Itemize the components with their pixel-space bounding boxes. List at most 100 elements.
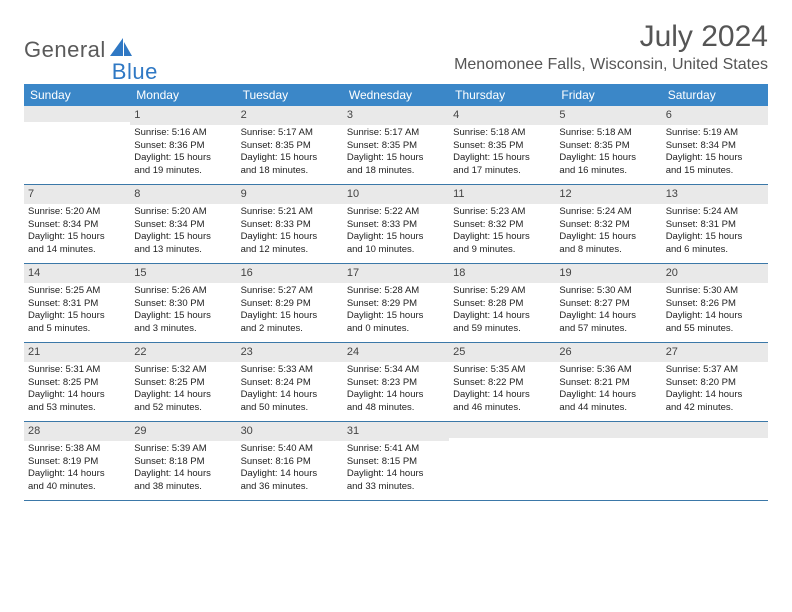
- day-body: Sunrise: 5:29 AMSunset: 8:28 PMDaylight:…: [449, 283, 555, 340]
- day-line: Sunset: 8:29 PM: [347, 298, 445, 311]
- day-body: Sunrise: 5:36 AMSunset: 8:21 PMDaylight:…: [555, 362, 661, 419]
- week-row: 7Sunrise: 5:20 AMSunset: 8:34 PMDaylight…: [24, 185, 768, 264]
- weekday-header: Saturday: [662, 84, 768, 106]
- day-line: Daylight: 14 hours: [453, 310, 551, 323]
- day-line: Sunrise: 5:27 AM: [241, 285, 339, 298]
- day-line: and 3 minutes.: [134, 323, 232, 336]
- day-number: 9: [237, 185, 343, 204]
- day-number: 3: [343, 106, 449, 125]
- day-body: Sunrise: 5:40 AMSunset: 8:16 PMDaylight:…: [237, 441, 343, 498]
- day-line: Sunset: 8:21 PM: [559, 377, 657, 390]
- day-number: 6: [662, 106, 768, 125]
- day-number: [24, 106, 130, 122]
- day-line: and 10 minutes.: [347, 244, 445, 257]
- day-cell: [662, 422, 768, 500]
- day-body: Sunrise: 5:17 AMSunset: 8:35 PMDaylight:…: [237, 125, 343, 182]
- location-text: Menomonee Falls, Wisconsin, United State…: [454, 56, 768, 74]
- day-body: [555, 438, 661, 444]
- day-line: Sunset: 8:35 PM: [453, 140, 551, 153]
- day-line: Sunset: 8:28 PM: [453, 298, 551, 311]
- day-number: 7: [24, 185, 130, 204]
- title-block: July 2024 Menomonee Falls, Wisconsin, Un…: [454, 20, 768, 74]
- day-line: Sunrise: 5:30 AM: [559, 285, 657, 298]
- day-line: Sunset: 8:23 PM: [347, 377, 445, 390]
- day-line: Sunrise: 5:38 AM: [28, 443, 126, 456]
- day-number: 30: [237, 422, 343, 441]
- day-line: Sunset: 8:35 PM: [347, 140, 445, 153]
- day-body: Sunrise: 5:24 AMSunset: 8:32 PMDaylight:…: [555, 204, 661, 261]
- day-number: 26: [555, 343, 661, 362]
- day-cell: [449, 422, 555, 500]
- day-cell: 10Sunrise: 5:22 AMSunset: 8:33 PMDayligh…: [343, 185, 449, 263]
- weekday-header: Sunday: [24, 84, 130, 106]
- day-line: Sunset: 8:36 PM: [134, 140, 232, 153]
- day-cell: 27Sunrise: 5:37 AMSunset: 8:20 PMDayligh…: [662, 343, 768, 421]
- header: General Blue July 2024 Menomonee Falls, …: [24, 20, 768, 74]
- day-line: Sunset: 8:19 PM: [28, 456, 126, 469]
- day-line: and 12 minutes.: [241, 244, 339, 257]
- day-line: Sunrise: 5:26 AM: [134, 285, 232, 298]
- day-line: Sunset: 8:34 PM: [134, 219, 232, 232]
- day-line: and 59 minutes.: [453, 323, 551, 336]
- day-cell: 15Sunrise: 5:26 AMSunset: 8:30 PMDayligh…: [130, 264, 236, 342]
- day-line: Daylight: 14 hours: [28, 389, 126, 402]
- weekday-header: Tuesday: [237, 84, 343, 106]
- day-line: Sunset: 8:26 PM: [666, 298, 764, 311]
- day-number: 15: [130, 264, 236, 283]
- day-number: 5: [555, 106, 661, 125]
- day-body: Sunrise: 5:23 AMSunset: 8:32 PMDaylight:…: [449, 204, 555, 261]
- day-line: and 9 minutes.: [453, 244, 551, 257]
- day-line: Daylight: 14 hours: [241, 468, 339, 481]
- day-number: 11: [449, 185, 555, 204]
- day-number: [449, 422, 555, 438]
- day-line: and 48 minutes.: [347, 402, 445, 415]
- day-body: Sunrise: 5:30 AMSunset: 8:27 PMDaylight:…: [555, 283, 661, 340]
- day-body: Sunrise: 5:37 AMSunset: 8:20 PMDaylight:…: [662, 362, 768, 419]
- day-line: and 15 minutes.: [666, 165, 764, 178]
- day-line: Sunrise: 5:39 AM: [134, 443, 232, 456]
- day-line: and 55 minutes.: [666, 323, 764, 336]
- day-cell: 4Sunrise: 5:18 AMSunset: 8:35 PMDaylight…: [449, 106, 555, 184]
- day-line: and 33 minutes.: [347, 481, 445, 494]
- day-number: 31: [343, 422, 449, 441]
- day-body: Sunrise: 5:21 AMSunset: 8:33 PMDaylight:…: [237, 204, 343, 261]
- day-body: Sunrise: 5:30 AMSunset: 8:26 PMDaylight:…: [662, 283, 768, 340]
- day-number: 8: [130, 185, 236, 204]
- day-line: Sunset: 8:34 PM: [28, 219, 126, 232]
- week-row: 14Sunrise: 5:25 AMSunset: 8:31 PMDayligh…: [24, 264, 768, 343]
- day-line: and 57 minutes.: [559, 323, 657, 336]
- day-body: Sunrise: 5:24 AMSunset: 8:31 PMDaylight:…: [662, 204, 768, 261]
- day-line: Sunrise: 5:31 AM: [28, 364, 126, 377]
- day-line: Sunrise: 5:17 AM: [241, 127, 339, 140]
- day-body: Sunrise: 5:18 AMSunset: 8:35 PMDaylight:…: [449, 125, 555, 182]
- day-line: Daylight: 15 hours: [347, 152, 445, 165]
- day-body: Sunrise: 5:26 AMSunset: 8:30 PMDaylight:…: [130, 283, 236, 340]
- day-line: Daylight: 15 hours: [134, 231, 232, 244]
- week-row: 1Sunrise: 5:16 AMSunset: 8:36 PMDaylight…: [24, 106, 768, 185]
- week-row: 28Sunrise: 5:38 AMSunset: 8:19 PMDayligh…: [24, 422, 768, 501]
- day-cell: 6Sunrise: 5:19 AMSunset: 8:34 PMDaylight…: [662, 106, 768, 184]
- day-body: Sunrise: 5:16 AMSunset: 8:36 PMDaylight:…: [130, 125, 236, 182]
- day-body: Sunrise: 5:38 AMSunset: 8:19 PMDaylight:…: [24, 441, 130, 498]
- day-line: Daylight: 14 hours: [666, 389, 764, 402]
- day-line: Sunrise: 5:35 AM: [453, 364, 551, 377]
- day-line: and 8 minutes.: [559, 244, 657, 257]
- day-cell: 23Sunrise: 5:33 AMSunset: 8:24 PMDayligh…: [237, 343, 343, 421]
- day-cell: 11Sunrise: 5:23 AMSunset: 8:32 PMDayligh…: [449, 185, 555, 263]
- day-line: Daylight: 15 hours: [241, 231, 339, 244]
- day-line: Sunrise: 5:41 AM: [347, 443, 445, 456]
- day-body: Sunrise: 5:28 AMSunset: 8:29 PMDaylight:…: [343, 283, 449, 340]
- day-line: Sunset: 8:31 PM: [666, 219, 764, 232]
- day-line: and 40 minutes.: [28, 481, 126, 494]
- day-body: Sunrise: 5:39 AMSunset: 8:18 PMDaylight:…: [130, 441, 236, 498]
- day-line: Daylight: 14 hours: [28, 468, 126, 481]
- day-number: 16: [237, 264, 343, 283]
- day-line: and 2 minutes.: [241, 323, 339, 336]
- day-body: [24, 122, 130, 128]
- day-cell: 9Sunrise: 5:21 AMSunset: 8:33 PMDaylight…: [237, 185, 343, 263]
- day-line: Sunset: 8:25 PM: [134, 377, 232, 390]
- day-line: Sunset: 8:20 PM: [666, 377, 764, 390]
- day-cell: 28Sunrise: 5:38 AMSunset: 8:19 PMDayligh…: [24, 422, 130, 500]
- day-line: Sunset: 8:27 PM: [559, 298, 657, 311]
- day-number: 29: [130, 422, 236, 441]
